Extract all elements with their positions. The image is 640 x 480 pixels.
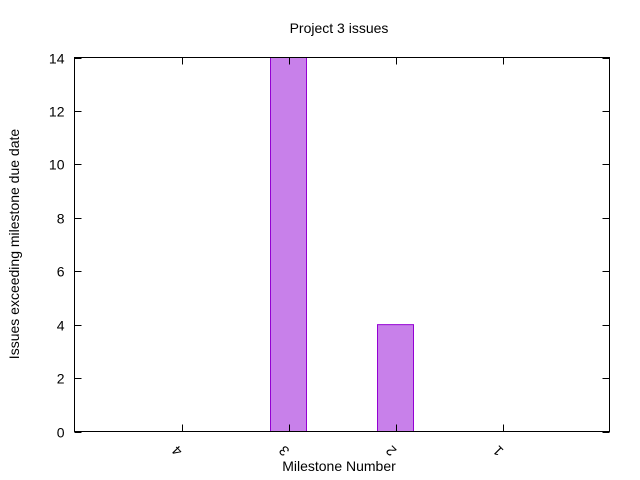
x-tick-label: 2 [382,442,399,459]
plot-frame [74,57,610,432]
y-axis-label: Issues exceeding milestone due date [6,129,22,360]
y-tick-label: 14 [49,51,65,67]
y-tick-label: 6 [57,264,65,280]
bars-group [270,57,414,432]
y-tick-label: 2 [57,371,65,387]
x-tick-label: 3 [275,442,292,459]
y-tick-label: 8 [57,211,65,227]
x-tick-label: 1 [489,442,506,459]
x-tick-label: 4 [168,442,185,459]
y-axis-ticks: 0 2 4 6 8 10 12 14 [49,51,610,441]
bar-3 [270,57,307,432]
chart-title: Project 3 issues [290,20,389,36]
x-axis-label: Milestone Number [282,458,396,474]
bar-2 [377,324,414,432]
y-tick-label: 0 [57,425,65,441]
x-axis-ticks: 4 3 2 1 [168,57,506,459]
y-tick-label: 10 [49,157,65,173]
y-tick-label: 4 [57,318,65,334]
y-tick-label: 12 [49,104,65,120]
